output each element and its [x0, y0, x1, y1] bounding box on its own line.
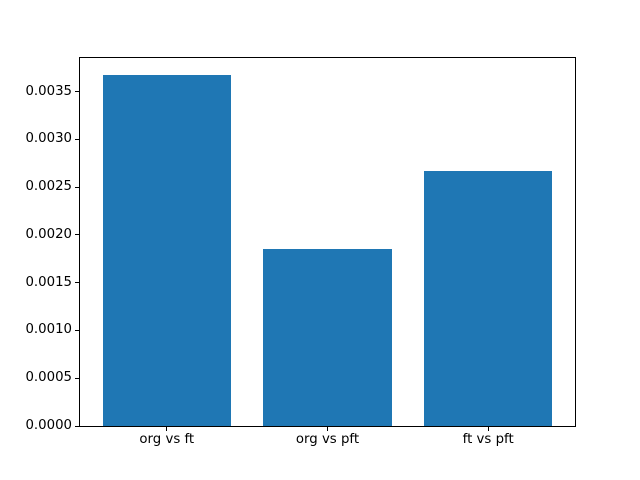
- axes: 0.0000 0.0005 0.0010 0.0015 0.0020 0.0025 0.00…: [25, 57, 576, 447]
- y-tick-mark: [75, 425, 79, 427]
- bar-org-vs-pft: [263, 249, 392, 426]
- y-tick-label: 0.0015: [25, 274, 72, 290]
- y-tick-mark: [75, 329, 79, 331]
- y-tick-label: 0.0000: [25, 418, 72, 433]
- x-tick-label-org-vs-pft: org vs pft: [295, 432, 360, 447]
- y-tick-mark: [75, 138, 79, 140]
- x-tick-mark: [327, 427, 328, 431]
- y-tick-mark: [75, 377, 79, 379]
- y-tick-label: 0.0005: [25, 370, 72, 386]
- y-tick-label: 0.0030: [25, 131, 72, 147]
- bar-org-vs-ft: [102, 75, 232, 426]
- bar-ft-vs-pft: [423, 170, 553, 426]
- x-tick-label-ft-vs-pft: ft vs pft: [462, 432, 514, 447]
- x-tick-mark: [166, 427, 168, 431]
- y-tick-label: 0.0025: [25, 179, 72, 194]
- y-tick-label: 0.0020: [25, 226, 72, 242]
- y-tick-mark: [75, 234, 79, 236]
- y-tick-label: 0.0035: [25, 83, 72, 99]
- x-tick-label-org-vs-ft: org vs ft: [139, 432, 195, 447]
- y-tick-label: 0.0010: [25, 322, 72, 338]
- y-tick-mark: [75, 282, 79, 284]
- y-tick-mark: [75, 186, 79, 188]
- x-tick-mark: [487, 427, 489, 431]
- y-tick-mark: [75, 91, 79, 92]
